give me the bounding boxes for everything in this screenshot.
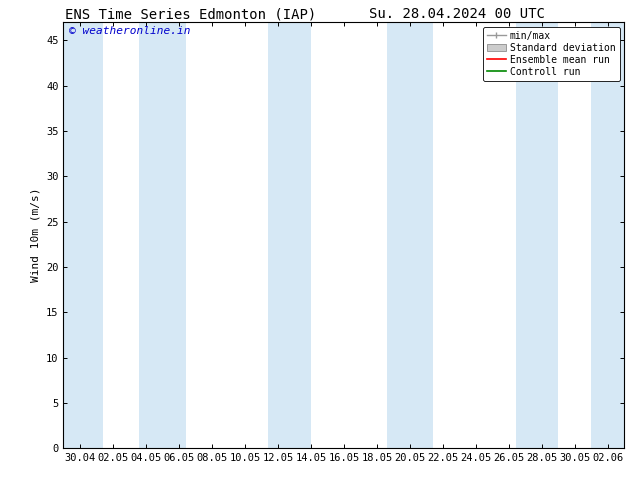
Bar bbox=[387, 22, 433, 448]
Bar bbox=[139, 22, 186, 448]
Bar bbox=[268, 22, 311, 448]
Legend: min/max, Standard deviation, Ensemble mean run, Controll run: min/max, Standard deviation, Ensemble me… bbox=[482, 27, 619, 80]
Bar bbox=[592, 22, 624, 448]
Bar bbox=[63, 22, 103, 448]
Bar bbox=[515, 22, 559, 448]
Text: ENS Time Series Edmonton (IAP): ENS Time Series Edmonton (IAP) bbox=[65, 7, 316, 22]
Text: © weatheronline.in: © weatheronline.in bbox=[69, 26, 190, 36]
Text: Su. 28.04.2024 00 UTC: Su. 28.04.2024 00 UTC bbox=[368, 7, 545, 22]
Y-axis label: Wind 10m (m/s): Wind 10m (m/s) bbox=[30, 188, 41, 282]
